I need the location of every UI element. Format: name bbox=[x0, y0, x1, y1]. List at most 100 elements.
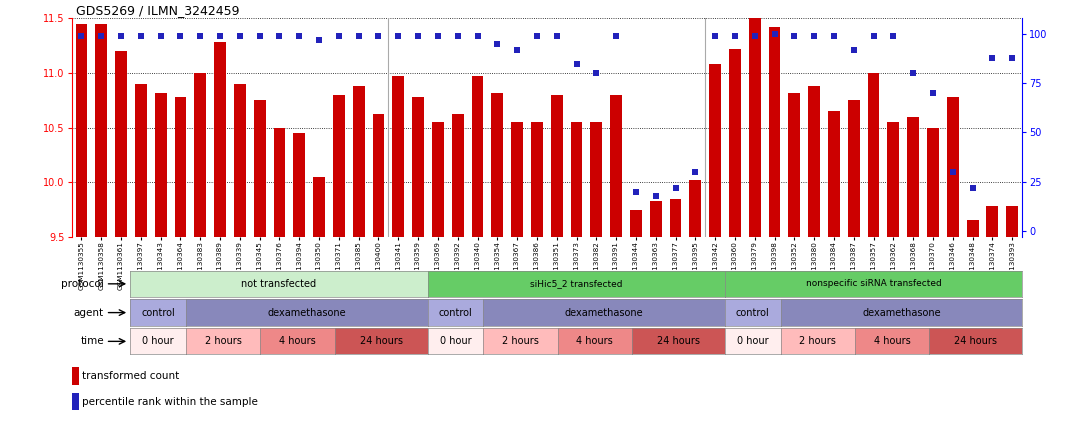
Bar bbox=[452, 114, 464, 237]
Point bbox=[489, 41, 506, 47]
Point bbox=[211, 33, 229, 39]
Text: control: control bbox=[736, 308, 770, 318]
Bar bbox=[967, 220, 978, 237]
Point bbox=[747, 33, 764, 39]
Bar bbox=[947, 97, 959, 237]
Text: agent: agent bbox=[74, 308, 104, 318]
Point bbox=[350, 33, 367, 39]
Bar bbox=[1006, 206, 1018, 237]
Point bbox=[548, 33, 565, 39]
Text: transformed count: transformed count bbox=[82, 371, 179, 382]
Point bbox=[152, 33, 169, 39]
Text: protocol: protocol bbox=[61, 279, 104, 289]
Bar bbox=[512, 122, 523, 237]
Bar bbox=[472, 76, 484, 237]
Point bbox=[251, 33, 268, 39]
Text: not transfected: not transfected bbox=[241, 279, 316, 289]
Point bbox=[172, 33, 189, 39]
Point bbox=[370, 33, 387, 39]
Text: 0 hour: 0 hour bbox=[737, 336, 769, 346]
Point bbox=[905, 70, 922, 77]
Point bbox=[687, 168, 704, 175]
Text: 24 hours: 24 hours bbox=[360, 336, 403, 346]
Bar bbox=[551, 95, 563, 237]
Bar bbox=[392, 76, 404, 237]
Point bbox=[627, 188, 644, 195]
Text: dexamethasone: dexamethasone bbox=[267, 308, 346, 318]
Bar bbox=[155, 93, 167, 237]
Text: 4 hours: 4 hours bbox=[577, 336, 613, 346]
Point bbox=[964, 184, 981, 191]
Point bbox=[290, 33, 308, 39]
Bar bbox=[273, 128, 285, 237]
Point bbox=[984, 54, 1001, 61]
Bar bbox=[333, 95, 345, 237]
Bar bbox=[72, 367, 79, 385]
Text: 2 hours: 2 hours bbox=[205, 336, 241, 346]
Point bbox=[925, 90, 942, 96]
Text: nonspecific siRNA transfected: nonspecific siRNA transfected bbox=[805, 279, 941, 288]
Point bbox=[608, 33, 625, 39]
Bar bbox=[788, 93, 800, 237]
Point bbox=[132, 33, 150, 39]
Text: control: control bbox=[141, 308, 175, 318]
Point bbox=[311, 36, 328, 43]
Bar bbox=[749, 0, 760, 237]
Bar bbox=[630, 209, 642, 237]
Point bbox=[805, 33, 822, 39]
Text: control: control bbox=[439, 308, 472, 318]
Bar bbox=[234, 84, 246, 237]
Point bbox=[845, 47, 862, 53]
Point bbox=[330, 33, 347, 39]
Bar bbox=[194, 73, 206, 237]
Bar bbox=[867, 73, 879, 237]
Point bbox=[271, 33, 288, 39]
Bar bbox=[769, 27, 781, 237]
Bar bbox=[431, 122, 444, 237]
Bar bbox=[570, 122, 582, 237]
Bar bbox=[373, 114, 384, 237]
Point bbox=[409, 33, 426, 39]
Point bbox=[647, 192, 664, 199]
Bar bbox=[888, 122, 899, 237]
Bar bbox=[352, 86, 364, 237]
Point bbox=[73, 33, 90, 39]
Bar bbox=[649, 201, 662, 237]
Bar bbox=[808, 86, 820, 237]
Bar bbox=[174, 97, 187, 237]
Point bbox=[390, 33, 407, 39]
Bar bbox=[72, 393, 79, 410]
Point bbox=[707, 33, 724, 39]
Point bbox=[508, 47, 525, 53]
Point bbox=[93, 33, 110, 39]
Point bbox=[112, 33, 129, 39]
Text: 0 hour: 0 hour bbox=[440, 336, 471, 346]
Point bbox=[884, 33, 901, 39]
Bar bbox=[115, 51, 127, 237]
Bar bbox=[491, 93, 503, 237]
Bar bbox=[531, 122, 543, 237]
Bar bbox=[135, 84, 146, 237]
Point bbox=[944, 168, 961, 175]
Bar bbox=[848, 100, 860, 237]
Point bbox=[865, 33, 882, 39]
Text: GDS5269 / ILMN_3242459: GDS5269 / ILMN_3242459 bbox=[76, 4, 240, 17]
Bar bbox=[76, 24, 88, 237]
Text: 24 hours: 24 hours bbox=[657, 336, 700, 346]
Text: 2 hours: 2 hours bbox=[799, 336, 836, 346]
Point bbox=[1004, 54, 1021, 61]
Bar bbox=[591, 122, 602, 237]
Text: dexamethasone: dexamethasone bbox=[565, 308, 643, 318]
Bar bbox=[254, 100, 266, 237]
Text: 0 hour: 0 hour bbox=[142, 336, 174, 346]
Text: 4 hours: 4 hours bbox=[279, 336, 316, 346]
Point bbox=[826, 33, 843, 39]
Point bbox=[450, 33, 467, 39]
Text: 2 hours: 2 hours bbox=[502, 336, 539, 346]
Point bbox=[529, 33, 546, 39]
Point bbox=[192, 33, 209, 39]
Bar bbox=[709, 64, 721, 237]
Point bbox=[766, 30, 783, 37]
Text: percentile rank within the sample: percentile rank within the sample bbox=[82, 397, 258, 407]
Text: 4 hours: 4 hours bbox=[874, 336, 910, 346]
